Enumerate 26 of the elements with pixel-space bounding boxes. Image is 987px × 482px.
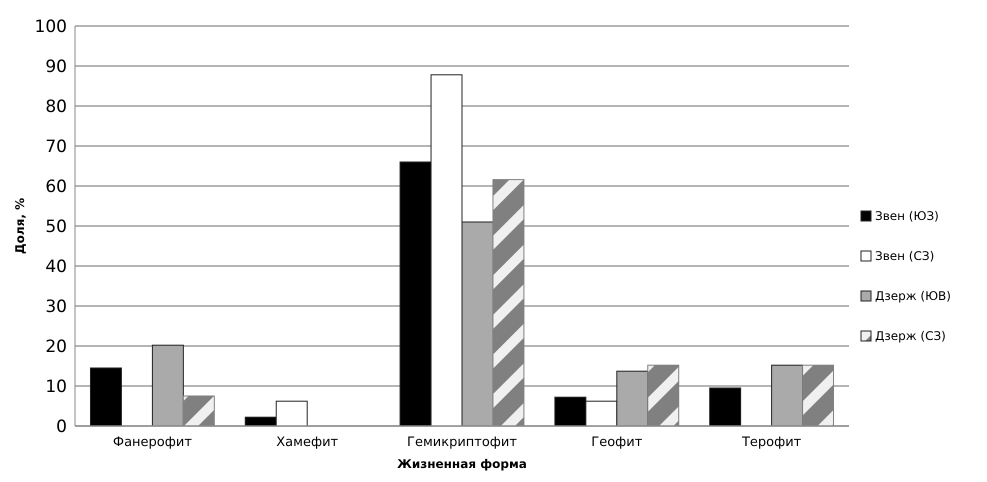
bar — [771, 364, 804, 426]
x-tick-label: Терофит — [740, 435, 802, 450]
x-tick-label: Гемикриптофит — [407, 435, 518, 450]
y-tick-label: 60 — [45, 176, 67, 197]
bar — [152, 344, 184, 426]
y-tick-label: 10 — [45, 376, 67, 397]
y-tick-label: 90 — [45, 56, 67, 77]
y-tick-label: 40 — [45, 256, 67, 277]
bar — [709, 388, 742, 426]
y-tick-label: 0 — [56, 416, 67, 437]
x-tick-label: Фанерофит — [112, 435, 192, 450]
y-tick-label: 50 — [45, 216, 67, 237]
bar — [90, 368, 122, 426]
y-tick-label: 100 — [34, 16, 67, 37]
x-axis-title: Жизненная форма — [397, 457, 527, 471]
legend-label: Дзерж (СЗ) — [875, 329, 946, 343]
legend-label: Дзерж (ЮВ) — [875, 289, 951, 303]
x-tick-label: Геофит — [591, 435, 643, 450]
y-tick-label: 70 — [45, 136, 67, 157]
y-tick-label: 30 — [45, 296, 67, 317]
legend-label: Звен (ЮЗ) — [875, 209, 939, 223]
legend-label: Звен (СЗ) — [875, 249, 934, 263]
y-axis-title: Доля, % — [13, 198, 27, 254]
y-tick-label: 20 — [45, 336, 67, 357]
y-tick-label: 80 — [45, 96, 67, 117]
x-tick-label: Хамефит — [276, 435, 339, 450]
